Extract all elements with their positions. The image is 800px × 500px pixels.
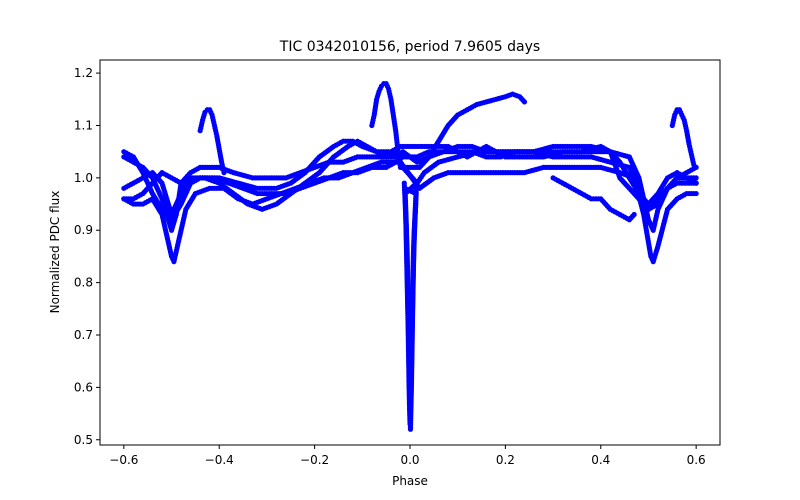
data-point: [693, 175, 699, 181]
y-tick-label: 1.0: [74, 171, 93, 185]
y-tick-label: 0.6: [74, 380, 93, 394]
data-point: [413, 201, 419, 207]
y-tick-label: 0.5: [74, 433, 93, 447]
x-axis: −0.6 −0.4 −0.2 0.0 0.2 0.4 0.6: [109, 445, 706, 467]
data-point: [693, 190, 699, 197]
data-point: [521, 99, 528, 105]
y-tick-label: 0.8: [74, 276, 93, 290]
x-tick-label: 0.4: [591, 453, 610, 467]
y-tick-label: 1.2: [74, 66, 93, 80]
y-axis: 0.5 0.6 0.7 0.8 0.9 1.0 1.1 1.2: [74, 66, 100, 447]
y-tick-label: 0.9: [74, 223, 93, 237]
data-point: [631, 211, 637, 218]
x-tick-label: −0.4: [205, 453, 234, 467]
y-tick-label: 0.7: [74, 328, 93, 342]
x-tick-label: 0.6: [687, 453, 706, 467]
data-point: [221, 170, 227, 176]
data-point: [693, 180, 699, 186]
x-tick-label: 0.2: [496, 453, 515, 467]
y-axis-label: Normalized PDC flux: [48, 191, 62, 314]
x-axis-label: Phase: [392, 474, 428, 488]
y-tick-label: 1.1: [74, 118, 93, 132]
data-point: [691, 162, 697, 168]
chart-title: TIC 0342010156, period 7.9605 days: [279, 39, 540, 55]
x-tick-label: −0.6: [109, 453, 138, 467]
x-tick-label: −0.2: [300, 453, 329, 467]
x-tick-label: 0.0: [400, 453, 419, 467]
data-points: [121, 80, 699, 432]
